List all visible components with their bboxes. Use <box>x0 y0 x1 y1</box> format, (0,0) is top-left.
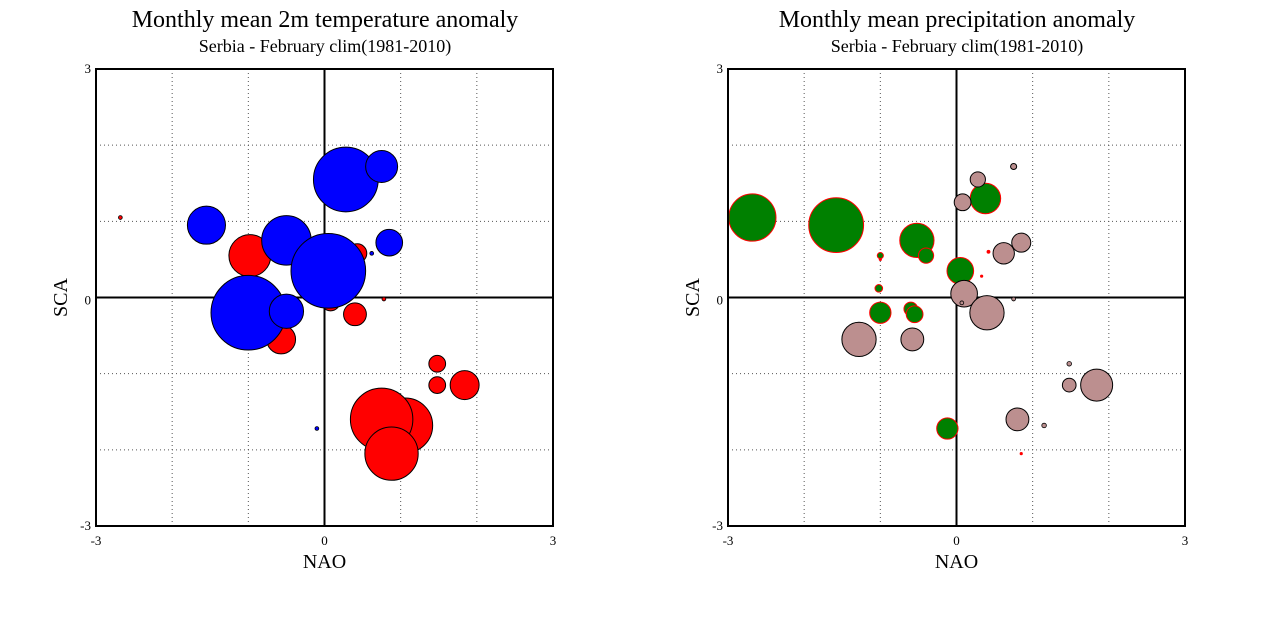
bubble-point <box>118 215 123 220</box>
bubble-point <box>1066 361 1072 367</box>
y-tick-label: 3 <box>85 61 92 76</box>
bubble-point <box>950 279 978 308</box>
bubble-point <box>375 228 404 257</box>
bubble-point <box>936 417 959 440</box>
bubble-point <box>314 426 320 431</box>
x-tick-label: -3 <box>723 533 734 548</box>
chart-subtitle: Serbia - February clim(1981-2010) <box>199 36 451 57</box>
bubble-point <box>728 193 777 242</box>
bubble-point <box>186 205 226 245</box>
bubble-point <box>1019 452 1023 456</box>
bubble-point <box>1010 162 1018 171</box>
x-tick-label: 3 <box>1182 533 1189 548</box>
bubble-point <box>428 376 447 394</box>
y-axis-label: SCA <box>682 277 704 316</box>
bubble-point <box>808 197 865 254</box>
bubble-point <box>449 370 480 401</box>
bubble-point <box>428 354 447 373</box>
bubble-point <box>1061 377 1077 393</box>
bubble-point <box>268 293 305 329</box>
bubble-point <box>953 193 972 212</box>
plot-frame <box>727 68 1186 527</box>
x-tick-label: 3 <box>550 533 557 548</box>
bubble-point <box>1005 407 1030 432</box>
chart-subtitle: Serbia - February clim(1981-2010) <box>831 36 1083 57</box>
bubble-point <box>364 426 419 481</box>
y-axis-label: SCA <box>50 277 72 316</box>
bubble-point <box>1080 368 1114 402</box>
x-tick-label: -3 <box>91 533 102 548</box>
y-tick-label: 0 <box>85 293 92 308</box>
bubble-point <box>986 249 991 254</box>
bubble-point <box>841 321 877 358</box>
x-axis-label: NAO <box>303 551 346 573</box>
bubble-point <box>381 296 387 302</box>
bubble-point <box>969 295 1005 331</box>
chart-panel-1: Monthly mean 2m temperature anomaly Serbi… <box>50 7 556 573</box>
bubble-point <box>969 182 1002 215</box>
bubble-point <box>905 305 924 324</box>
bubble-point <box>900 327 925 352</box>
bubble-point <box>992 242 1015 265</box>
bubble-point <box>874 284 884 293</box>
bubble-point <box>969 171 986 188</box>
y-tick-label: 0 <box>717 293 724 308</box>
bubble-point <box>343 302 367 327</box>
y-tick-label: 3 <box>717 61 724 76</box>
bubble-point <box>917 247 935 264</box>
x-axis-label: NAO <box>935 551 978 573</box>
x-tick-label: 0 <box>953 533 960 548</box>
bubble-point <box>946 257 975 285</box>
chart-title: Monthly mean precipitation anomaly <box>779 7 1136 33</box>
bubble-point <box>869 301 892 324</box>
bubble-point <box>876 252 884 260</box>
y-tick-label: -3 <box>80 518 91 533</box>
bubble-point <box>1011 232 1032 253</box>
bubble-point <box>1011 296 1016 302</box>
bubble-point <box>959 300 965 306</box>
y-tick-label: -3 <box>712 518 723 533</box>
bubble-point <box>369 251 375 256</box>
bubble-point <box>878 257 882 262</box>
chart-title: Monthly mean 2m temperature anomaly <box>132 7 519 33</box>
bubble-point <box>1041 422 1047 429</box>
bubble-point <box>290 233 367 309</box>
x-tick-label: 0 <box>321 533 328 548</box>
plot-frame <box>95 68 554 527</box>
bubble-point <box>365 149 399 183</box>
bubble-point <box>980 274 984 278</box>
chart-panel-2: Monthly mean precipitation anomaly Serbia… <box>682 7 1188 573</box>
